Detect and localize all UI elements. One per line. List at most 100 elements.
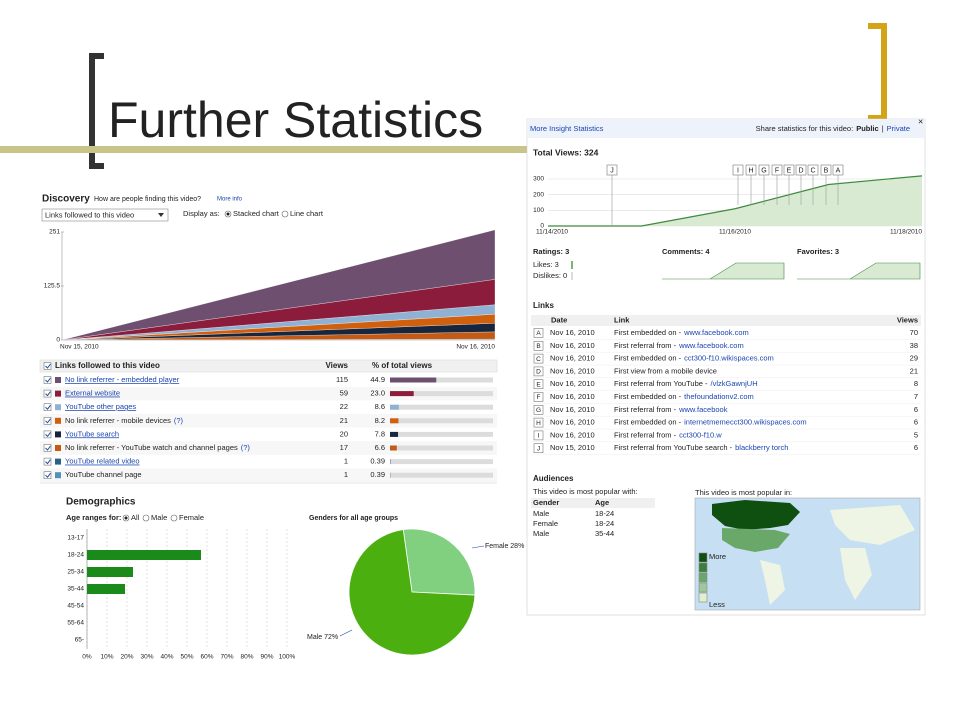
dropdown [41,208,169,222]
row-name[interactable]: YouTube related video [65,457,140,466]
rule [0,146,530,153]
row-bg [40,468,497,482]
slide-title: Further Statistics [108,92,483,148]
gender: Male [533,529,549,538]
marker [807,164,819,176]
line [548,175,923,227]
radio[interactable] [281,210,289,218]
x-tick-label: 50% [180,654,193,661]
link-url[interactable]: www.facebook.com [678,341,744,350]
x-tick-label: 0% [82,654,92,661]
letter: F [537,394,541,401]
swatch [55,377,61,383]
row-bg [40,414,497,428]
question: How are people finding this video? [94,196,201,203]
date: Nov 16, 2010 [550,405,595,414]
link-url[interactable]: cct300-f10.wikispaces.com [684,354,774,363]
pct-track [390,377,493,383]
marker-letter: H [748,167,753,174]
column-header: Views [897,315,918,324]
link-url[interactable]: cct300-f10.w [679,430,722,439]
views: 8 [914,379,918,388]
marker-letter: B [824,167,829,174]
legend-less: Less [709,600,725,609]
link-url[interactable]: thefoundationv2.com [684,392,754,401]
share-part: Share statistics for this video: [756,124,854,133]
checkbox [43,416,52,425]
letter-box [533,328,544,338]
link-url[interactable]: internetmemecct300.wikispaces.com [684,418,807,427]
row-name[interactable]: External website [65,389,120,398]
gender: Female [533,519,558,528]
help[interactable]: (?) [174,416,184,425]
link-url[interactable]: www.facebook [678,405,728,414]
column-header: Gender [533,498,559,507]
marker-letter: C [810,167,815,174]
demographics-heading: Demographics [66,497,136,508]
pct: 0.39 [370,457,385,466]
date: Nov 16, 2010 [550,392,595,401]
row-name[interactable]: YouTube other pages [65,402,136,411]
check [45,418,51,424]
x-tick-label: 60% [200,654,213,661]
pct: 44.9 [370,375,385,384]
spark [662,262,785,280]
marker-letter: I [737,167,739,174]
row-name: YouTube channel page [65,470,142,479]
comments: Comments: 4 [662,247,710,256]
marker [771,164,783,176]
x-tick-label: 10% [100,654,113,661]
pct: 7.8 [375,429,385,438]
y-tick-label: 25-34 [67,569,84,576]
swatch [55,390,61,397]
link-url[interactable]: /vlzkGawnjUH [711,379,758,388]
close[interactable]: × [918,116,923,126]
more-info[interactable]: More info [217,197,243,203]
marker [758,164,770,176]
views: 6 [914,418,918,427]
letter-box [533,353,544,364]
link-text: First referral from - cct300-f10.w [614,430,722,439]
link-url[interactable]: blackberry torch [735,443,788,452]
pie-title: Genders for all age groups [309,515,398,522]
views: 59 [340,389,348,398]
letter-box [533,392,544,402]
legend-box [698,562,708,573]
check [45,472,51,478]
marker-letter: A [836,167,841,174]
radio-dot [226,212,230,216]
share-part[interactable]: Private [887,124,910,133]
legend-box [698,582,708,593]
bar [87,550,201,560]
pct: 8.6 [375,402,385,411]
x-tick-label: 100% [279,654,296,661]
column-header: % of total views [372,361,433,370]
radio[interactable] [170,514,178,522]
link-desc: First referral from YouTube - [614,379,708,388]
radio[interactable] [142,514,150,522]
checkbox [43,376,52,384]
x-tick-label: 11/14/2010 [536,229,568,236]
dropdown-text[interactable]: Links followed to this video [45,210,134,219]
date: Nov 16, 2010 [550,430,595,439]
y-tick-label: 35-44 [67,586,84,593]
row-name[interactable]: No link referrer - embedded player [65,375,180,384]
age: 35-44 [595,529,614,538]
letter-box [533,443,544,454]
marker [820,164,832,176]
stacked-label: Stacked chart [233,209,280,218]
checkbox [43,403,52,412]
ratings: Ratings: 3 [533,247,569,256]
views: 38 [910,341,918,350]
pct-track [390,431,493,437]
link-url[interactable]: www.facebook.com [683,328,749,337]
help[interactable]: (?) [241,443,251,452]
letter: B [536,343,540,350]
link-text: First view from a mobile device [614,366,717,375]
dislikes: Dislikes: 0 [533,271,567,280]
insight-link[interactable]: More Insight Statistics [530,124,604,133]
popular-in: This video is most popular in: [695,488,792,497]
row-name[interactable]: YouTube search [65,429,119,438]
check [45,459,51,465]
check [45,377,51,383]
